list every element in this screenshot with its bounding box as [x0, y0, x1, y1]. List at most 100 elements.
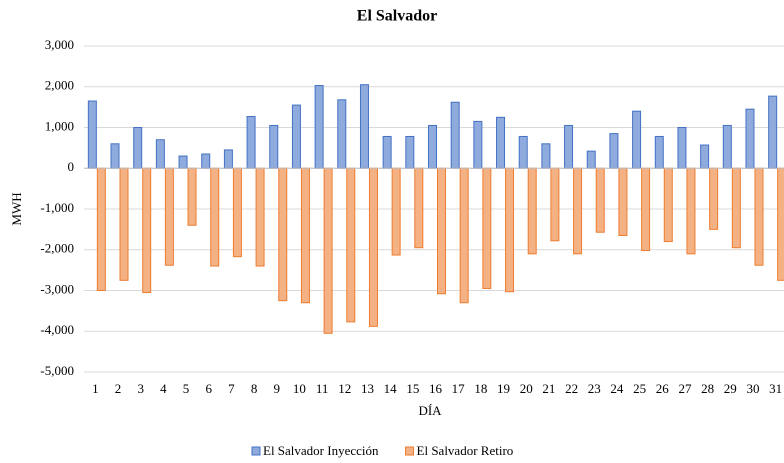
x-tick-label: 15	[406, 381, 419, 396]
bar	[754, 167, 764, 266]
bar	[164, 167, 174, 266]
y-tick-label: 1,000	[45, 118, 74, 133]
bar	[428, 124, 437, 169]
bar	[482, 167, 492, 289]
bar	[133, 127, 143, 169]
bar	[246, 115, 256, 169]
bar	[255, 167, 265, 267]
bar	[450, 101, 460, 169]
x-axis-title: DÍA	[418, 403, 442, 418]
bar	[663, 167, 673, 243]
bar	[527, 167, 537, 255]
bar	[437, 167, 446, 295]
x-tick-label: 27	[678, 381, 692, 396]
bar	[359, 84, 369, 169]
bar	[323, 167, 333, 334]
bar	[110, 143, 120, 169]
x-tick-label: 17	[452, 381, 466, 396]
x-tick-label: 28	[701, 381, 714, 396]
x-tick-label: 3	[137, 381, 144, 396]
bar	[337, 99, 347, 169]
bar	[686, 167, 696, 255]
x-tick-label: 18	[474, 381, 487, 396]
bar	[722, 124, 732, 169]
bar	[223, 149, 233, 169]
x-tick-label: 24	[610, 381, 624, 396]
bar	[382, 135, 392, 169]
legend-swatch	[251, 446, 261, 456]
y-tick-label: -3,000	[40, 281, 74, 296]
y-axis-title: MWH	[9, 192, 24, 225]
bar	[391, 167, 401, 256]
x-tick-label: 7	[228, 381, 235, 396]
bar	[87, 100, 97, 169]
bar	[586, 150, 596, 169]
y-tick-label: 3,000	[45, 37, 74, 52]
x-tick-label: 30	[746, 381, 759, 396]
x-tick-label: 19	[497, 381, 510, 396]
bar	[210, 167, 220, 267]
bar	[278, 167, 288, 302]
bar	[473, 120, 483, 169]
x-tick-label: 10	[293, 381, 306, 396]
bar	[187, 167, 197, 226]
bar	[496, 116, 506, 169]
x-tick-label: 8	[251, 381, 258, 396]
x-tick-label: 1	[92, 381, 99, 396]
bar	[201, 153, 211, 169]
x-tick-label: 5	[183, 381, 190, 396]
x-tick-label: 21	[542, 381, 555, 396]
x-tick-label: 26	[656, 381, 670, 396]
x-tick-label: 23	[588, 381, 601, 396]
legend-label: El Salvador Retiro	[417, 443, 514, 458]
bar	[609, 133, 619, 169]
bar	[573, 167, 583, 255]
y-tick-label: -4,000	[40, 322, 74, 337]
bar	[709, 167, 719, 230]
bar	[550, 167, 560, 242]
y-tick-label: -2,000	[40, 241, 74, 256]
y-tick-label: 0	[68, 159, 75, 174]
x-tick-label: 13	[361, 381, 374, 396]
bar	[641, 167, 651, 252]
x-tick-label: 12	[338, 381, 351, 396]
bar	[291, 104, 301, 169]
bar	[346, 167, 356, 323]
bar	[405, 135, 415, 169]
bar	[232, 167, 242, 258]
bar	[677, 127, 687, 169]
bar	[768, 95, 778, 169]
x-tick-label: 20	[520, 381, 533, 396]
x-tick-label: 2	[115, 381, 122, 396]
x-tick-label: 31	[769, 381, 782, 396]
y-tick-label: -1,000	[40, 200, 74, 215]
bar	[300, 167, 310, 304]
x-tick-label: 22	[565, 381, 578, 396]
bar	[368, 167, 378, 327]
bar	[518, 135, 528, 169]
bar	[505, 167, 515, 293]
y-tick-label: 2,000	[45, 78, 74, 93]
bar	[595, 167, 605, 233]
legend-swatch	[405, 446, 415, 456]
bar	[459, 167, 469, 304]
bar	[564, 124, 574, 169]
bar	[654, 135, 664, 169]
bar	[777, 167, 784, 281]
x-tick-label: 11	[316, 381, 329, 396]
bar	[314, 85, 324, 169]
bar	[700, 144, 710, 169]
bar	[96, 167, 106, 291]
bar	[155, 139, 165, 169]
bar	[178, 155, 188, 169]
chart-title: El Salvador	[357, 8, 437, 25]
bar	[632, 110, 642, 169]
bar	[731, 167, 741, 249]
x-tick-label: 9	[274, 381, 281, 396]
legend-label: El Salvador Inyección	[263, 443, 379, 458]
bar	[119, 167, 129, 281]
bar	[745, 108, 755, 169]
x-tick-label: 6	[205, 381, 212, 396]
